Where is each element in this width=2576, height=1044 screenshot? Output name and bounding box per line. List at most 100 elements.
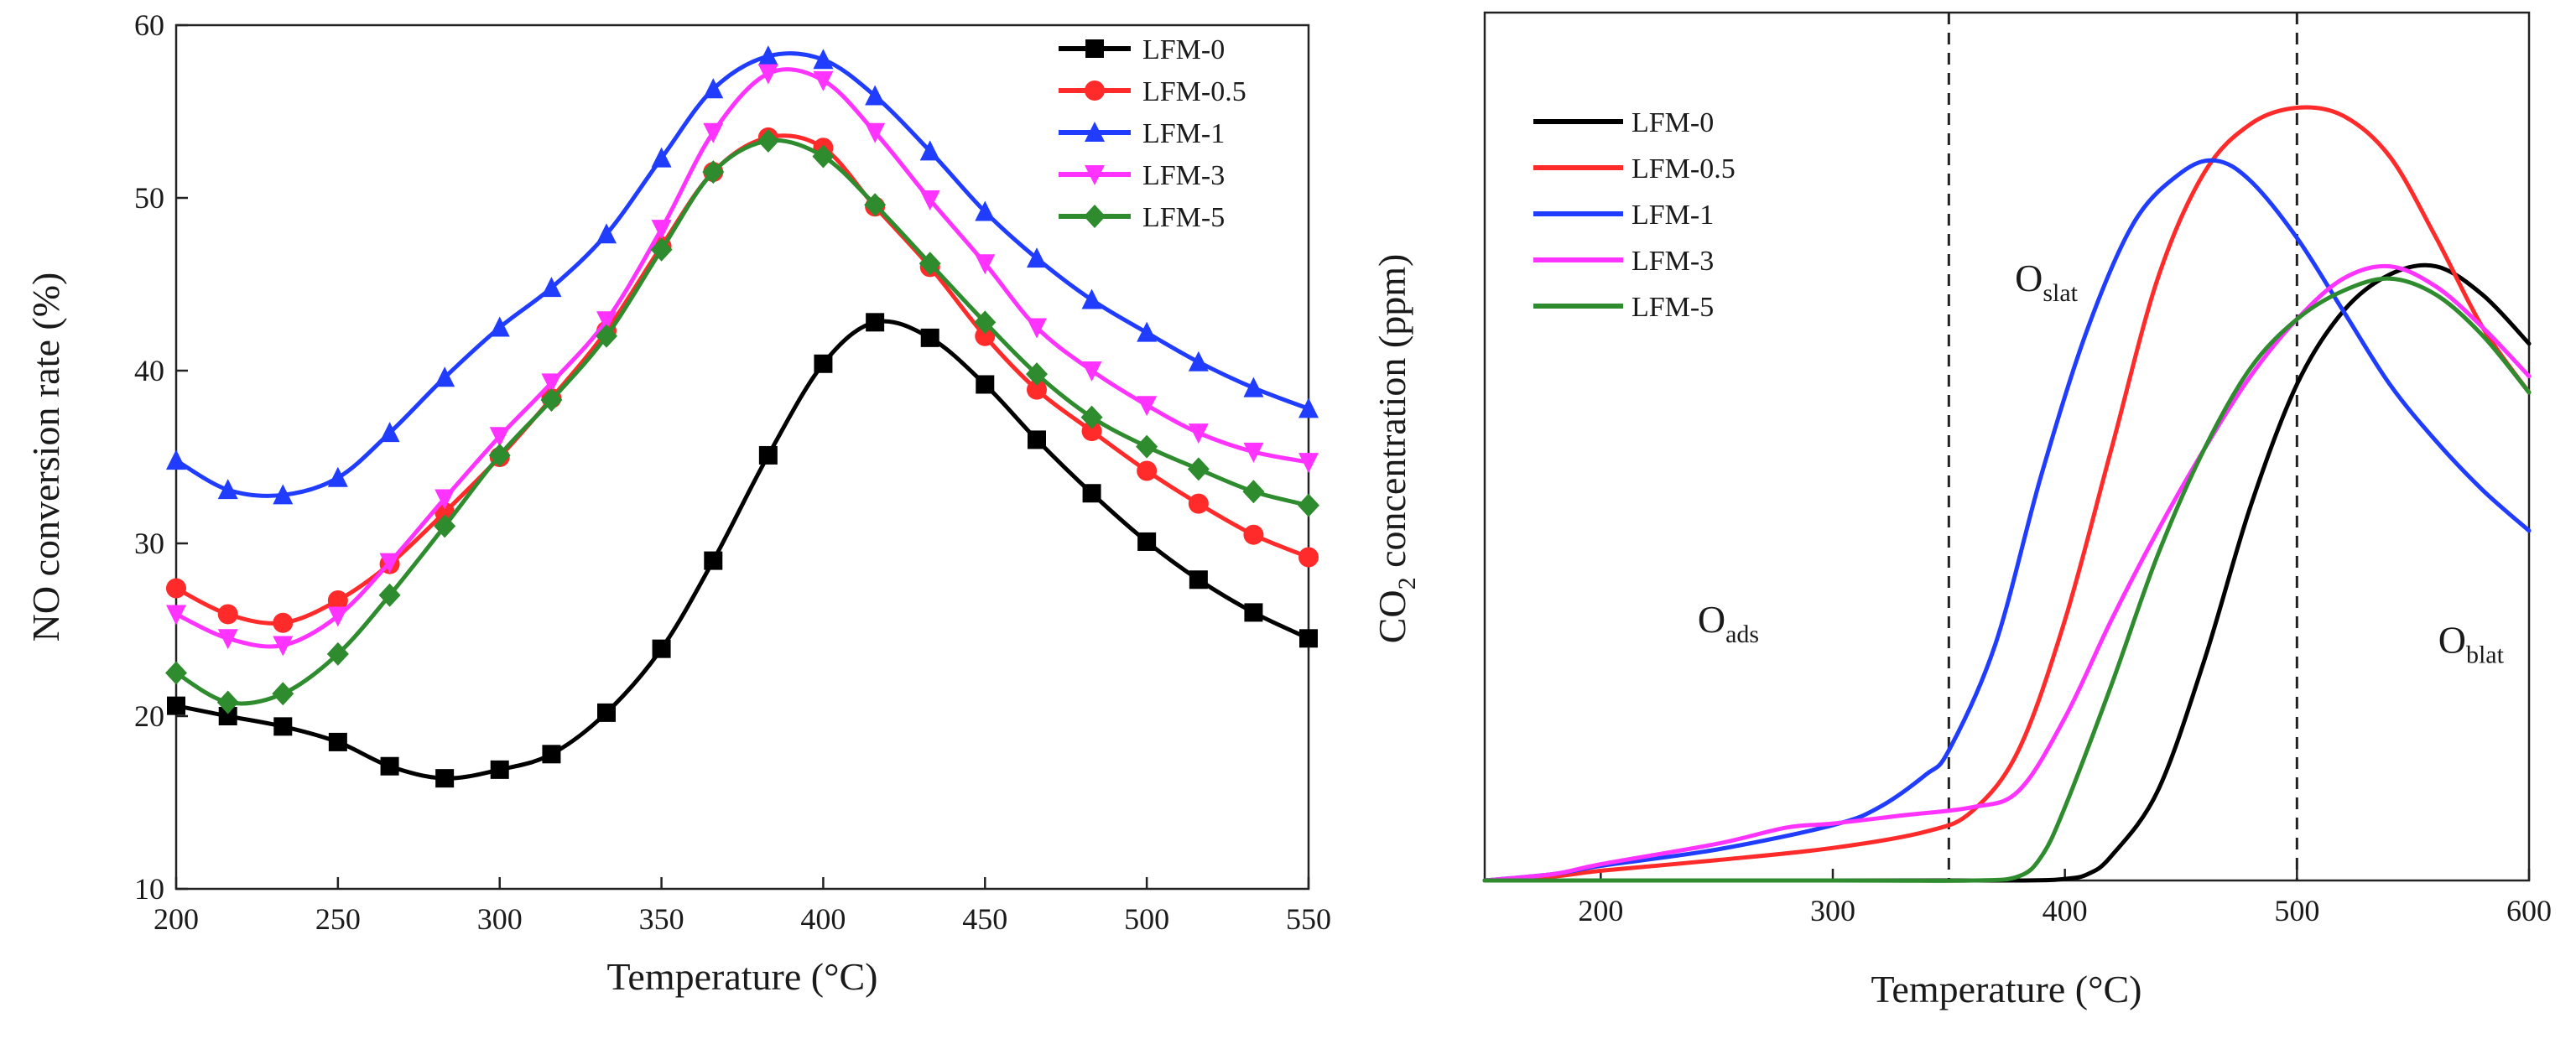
y-axis-title: CO2 concentration (ppm) — [1371, 254, 1421, 644]
x-tick-label: 300 — [477, 902, 523, 936]
legend-label: LFM-3 — [1631, 246, 1714, 277]
legend-label: LFM-3 — [1142, 160, 1225, 191]
data-point — [1298, 493, 1319, 517]
data-point — [165, 661, 187, 685]
data-point — [651, 220, 672, 241]
series-LFM-1 — [1482, 158, 2532, 883]
data-point — [975, 254, 996, 275]
data-point — [272, 682, 294, 706]
y-tick-label: 20 — [134, 699, 164, 733]
legend-label: LFM-0 — [1631, 107, 1714, 138]
series-LFM-5 — [1482, 276, 2532, 883]
data-point — [975, 200, 996, 221]
data-point — [1243, 524, 1264, 545]
legend-item: LFM-3 — [1533, 246, 1714, 277]
data-point — [435, 769, 455, 788]
data-point — [1187, 457, 1210, 481]
series-line — [174, 67, 1311, 649]
x-tick-label: 200 — [154, 902, 199, 936]
data-point — [865, 122, 886, 143]
series-LFM-1 — [166, 45, 1319, 505]
data-point — [1298, 397, 1319, 418]
data-point — [758, 445, 778, 465]
data-point — [1188, 423, 1209, 444]
series-LFM-5 — [165, 129, 1319, 714]
series-LFM-3 — [166, 64, 1319, 657]
data-point — [435, 366, 455, 387]
data-point — [864, 193, 887, 217]
data-point — [166, 605, 186, 626]
x-tick-label: 600 — [2506, 894, 2552, 927]
legend-label: LFM-5 — [1631, 292, 1714, 323]
x-tick-label: 550 — [1286, 902, 1331, 936]
legend-item: LFM-1 — [1533, 200, 1714, 231]
series-LFM-3 — [1482, 263, 2532, 883]
data-point — [1243, 377, 1264, 397]
x-tick-label: 500 — [2274, 894, 2319, 927]
y-tick-label: 40 — [134, 354, 164, 387]
y-tick-label: 10 — [134, 872, 164, 906]
data-point — [1026, 362, 1048, 387]
x-tick-label: 300 — [1810, 894, 1855, 927]
data-point — [1137, 321, 1158, 342]
legend-item: LFM-0.5 — [1059, 76, 1246, 107]
data-point — [379, 553, 400, 574]
data-point — [1136, 434, 1158, 459]
data-point — [1188, 351, 1209, 371]
data-point — [1137, 396, 1158, 417]
data-point — [1298, 453, 1319, 474]
data-point — [866, 313, 885, 332]
legend-item: LFM-3 — [1059, 160, 1225, 191]
data-point — [703, 122, 724, 143]
data-point — [919, 140, 940, 161]
legend-item: LFM-0.5 — [1533, 153, 1736, 184]
data-point — [379, 422, 400, 443]
data-point — [327, 590, 348, 610]
data-point — [814, 354, 833, 373]
data-point — [217, 629, 238, 650]
data-point — [1243, 442, 1264, 463]
data-point — [919, 190, 940, 211]
data-point — [812, 144, 835, 169]
data-point — [1027, 379, 1047, 400]
y-tick-label: 50 — [134, 181, 164, 215]
data-point — [327, 606, 348, 627]
data-point — [326, 641, 349, 666]
legend-label: LFM-1 — [1631, 200, 1714, 231]
data-point — [702, 160, 725, 184]
x-tick-label: 250 — [315, 902, 361, 936]
data-point — [489, 427, 510, 448]
legend-item: LFM-1 — [1059, 118, 1225, 149]
x-tick-label: 400 — [2043, 894, 2088, 927]
data-point — [217, 479, 238, 500]
x-tick-label: 350 — [639, 902, 684, 936]
legend-label: LFM-1 — [1142, 118, 1225, 149]
legend-label: LFM-0.5 — [1142, 76, 1246, 107]
data-point — [380, 756, 399, 776]
data-point — [757, 64, 778, 85]
data-point — [542, 745, 561, 764]
data-point — [1137, 460, 1158, 481]
data-point — [650, 237, 673, 262]
y-tick-label: 30 — [134, 527, 164, 560]
data-point — [1137, 532, 1157, 551]
data-point — [813, 70, 834, 91]
x-tick-label: 200 — [1578, 894, 1623, 927]
data-point — [378, 583, 401, 607]
x-axis-title: Temperature (°C) — [607, 955, 878, 998]
data-point — [216, 690, 239, 714]
legend-label: LFM-0 — [1142, 34, 1225, 65]
data-point — [218, 707, 237, 725]
series-LFM-0.5 — [1482, 105, 2532, 883]
data-point — [273, 484, 294, 505]
x-axis-title: Temperature (°C) — [1871, 968, 2142, 1010]
data-point — [273, 636, 294, 657]
data-point — [1081, 288, 1102, 309]
series-LFM-0 — [167, 313, 1318, 788]
data-point — [489, 316, 510, 337]
legend: LFM-0 LFM-0.5 LFM-1 LFM-3 LFM-5 — [1059, 34, 1246, 233]
data-point — [541, 373, 562, 394]
data-point — [652, 639, 671, 658]
data-point — [434, 514, 456, 538]
